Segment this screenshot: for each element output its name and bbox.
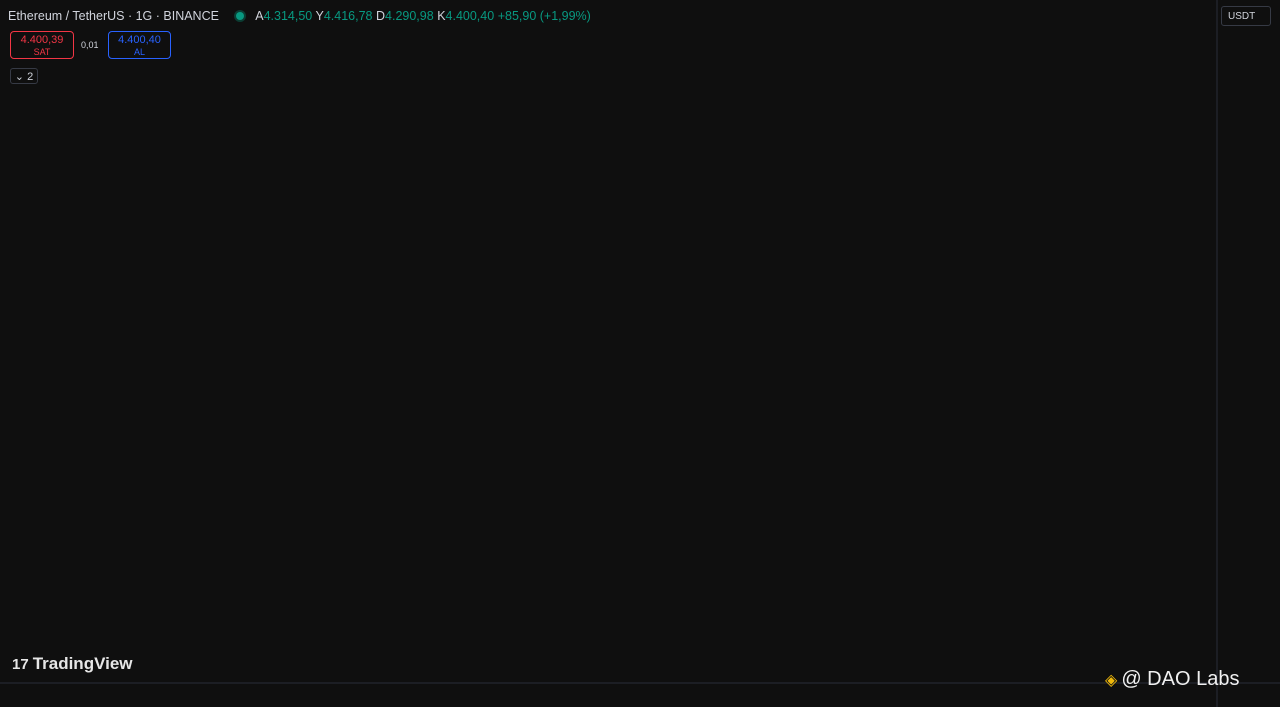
header: Ethereum / TetherUS · 1G · BINANCE A4.31… [8, 9, 591, 23]
ohlc-key: K [437, 9, 446, 23]
change: +85,90 (+1,99%) [497, 9, 591, 23]
ohlc-key: Y [315, 9, 324, 23]
buy-button[interactable]: 4.400,40 AL [108, 31, 171, 59]
indicator-count: 2 [27, 71, 34, 83]
ohlc-value: 4.400,40 [445, 9, 495, 23]
logo: 17 TradingView [12, 654, 133, 674]
buy-price: 4.400,40 [118, 34, 161, 46]
currency-select[interactable]: USDT [1221, 6, 1271, 26]
sell-price: 4.400,39 [20, 34, 64, 46]
logo-text: TradingView [32, 654, 133, 673]
sell-label: SAT [33, 47, 51, 57]
ohlc-value: 4.314,50 [263, 9, 313, 23]
logo-icon: 17 [12, 656, 29, 673]
status-dot [236, 12, 245, 20]
watermark-icon: ◈ [1105, 672, 1118, 689]
ohlc-key: D [376, 9, 386, 23]
ohlc-value: 4.416,78 [323, 9, 373, 23]
symbol: Ethereum / TetherUS · 1G · BINANCE [8, 9, 219, 23]
currency: USDT [1228, 11, 1256, 22]
spread: 0,01 [81, 40, 99, 50]
ohlc-key: A [255, 9, 264, 23]
sell-button[interactable]: 4.400,39 SAT [10, 31, 74, 59]
buy-label: AL [133, 47, 145, 57]
indicator-toggle[interactable]: ⌄ 2 [10, 68, 38, 84]
ohlc-value: 4.290,98 [385, 9, 434, 23]
watermark: ◈ @ DAO Labs [1105, 668, 1239, 691]
watermark-text: @ DAO Labs [1121, 668, 1240, 690]
